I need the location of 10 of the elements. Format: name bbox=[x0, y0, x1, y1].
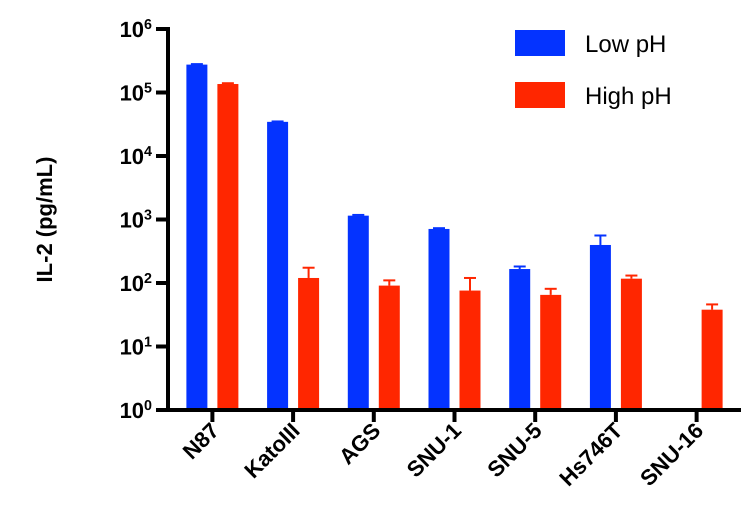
y-tick-label: 10$^{6}$ bbox=[120, 17, 152, 42]
y-tick-label: 10$^{2}$ bbox=[120, 271, 152, 296]
legend-label: High pH bbox=[585, 83, 672, 110]
y-tick-label: 10$^{5}$ bbox=[120, 80, 152, 106]
y-tick-label: 10$^{0}$ bbox=[120, 398, 152, 423]
y-axis-title: IL-2 (pg/mL) bbox=[32, 156, 57, 282]
y-tick-label: 10$^{3}$ bbox=[120, 208, 152, 232]
legend-label: Low pH bbox=[585, 31, 666, 58]
y-tick-label: 10$^{4}$ bbox=[120, 144, 152, 169]
y-tick-label: 10$^{1}$ bbox=[120, 334, 152, 360]
